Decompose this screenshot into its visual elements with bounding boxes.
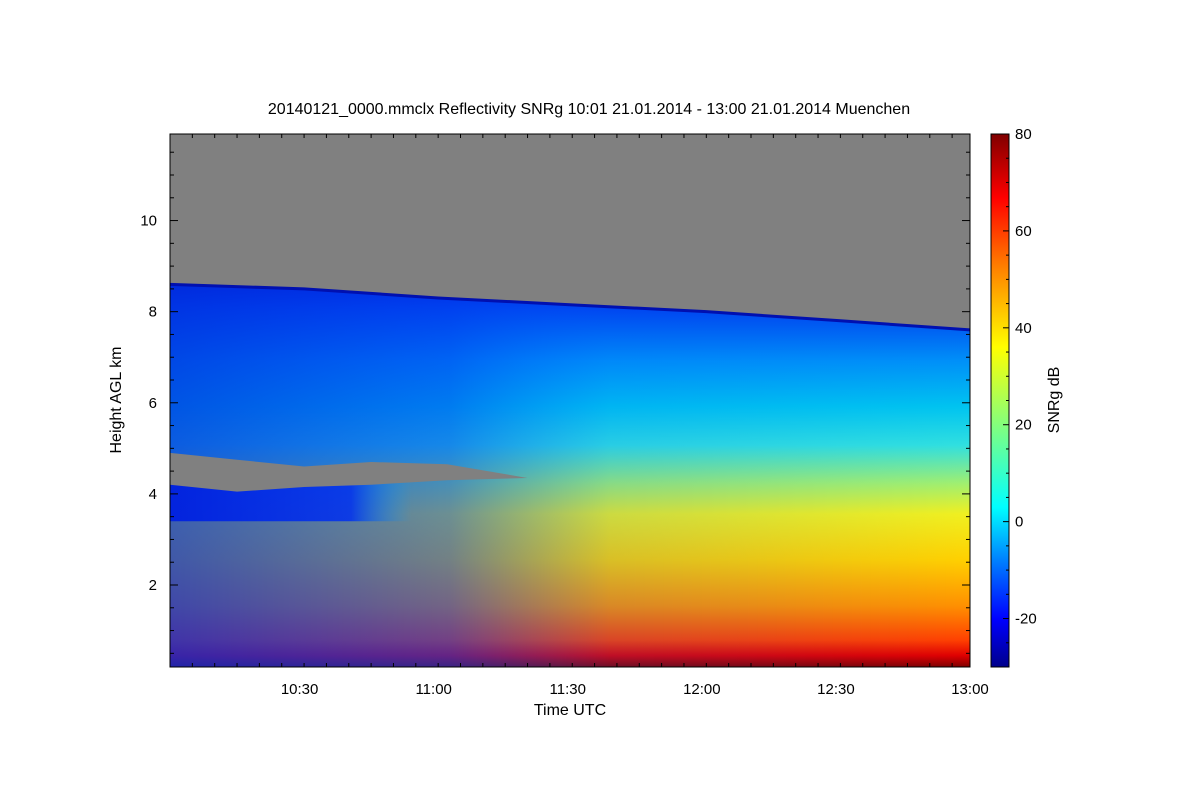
y-axis-label: Height AGL km <box>108 346 125 453</box>
chart-title: 20140121_0000.mmclx Reflectivity SNRg 10… <box>268 101 910 118</box>
colorbar-tick-label: 20 <box>1015 417 1032 434</box>
heatmap-plot-area <box>170 134 970 667</box>
colorbar-tick-label: 0 <box>1015 514 1023 531</box>
plot-frame <box>169 133 971 668</box>
upper-low-snr-region <box>170 284 970 667</box>
y-tick-label: 10 <box>140 213 157 230</box>
y-tick-label: 4 <box>149 486 157 503</box>
y-axis-ticks: 2 4 6 8 10 <box>140 151 970 654</box>
cloud-top-edge <box>170 282 970 332</box>
colorbar-tick-label: 40 <box>1015 320 1032 337</box>
x-tick-label: 10:30 <box>281 681 319 698</box>
colorbar-ticks: -20 0 20 40 60 80 <box>1003 126 1037 668</box>
y-tick-label: 6 <box>149 395 157 412</box>
colorbar-tick-label: 60 <box>1015 223 1032 240</box>
x-tick-label: 11:00 <box>415 681 451 698</box>
x-tick-label: 12:30 <box>817 681 855 698</box>
x-tick-label: 12:00 <box>683 681 721 698</box>
x-tick-label: 13:00 <box>951 681 989 698</box>
colorbar-tick-label: -20 <box>1015 611 1037 628</box>
colorbar-label: SNRg dB <box>1046 367 1063 434</box>
y-tick-label: 8 <box>149 304 157 321</box>
x-tick-label: 11:30 <box>550 681 586 698</box>
no-data-gap-layer <box>170 452 528 492</box>
x-axis-label: Time UTC <box>534 702 606 719</box>
x-axis-ticks: 10:30 11:00 11:30 12:00 12:30 13:00 <box>169 134 989 698</box>
y-tick-label: 2 <box>149 577 157 594</box>
colorbar-tick-label: 80 <box>1015 126 1032 143</box>
